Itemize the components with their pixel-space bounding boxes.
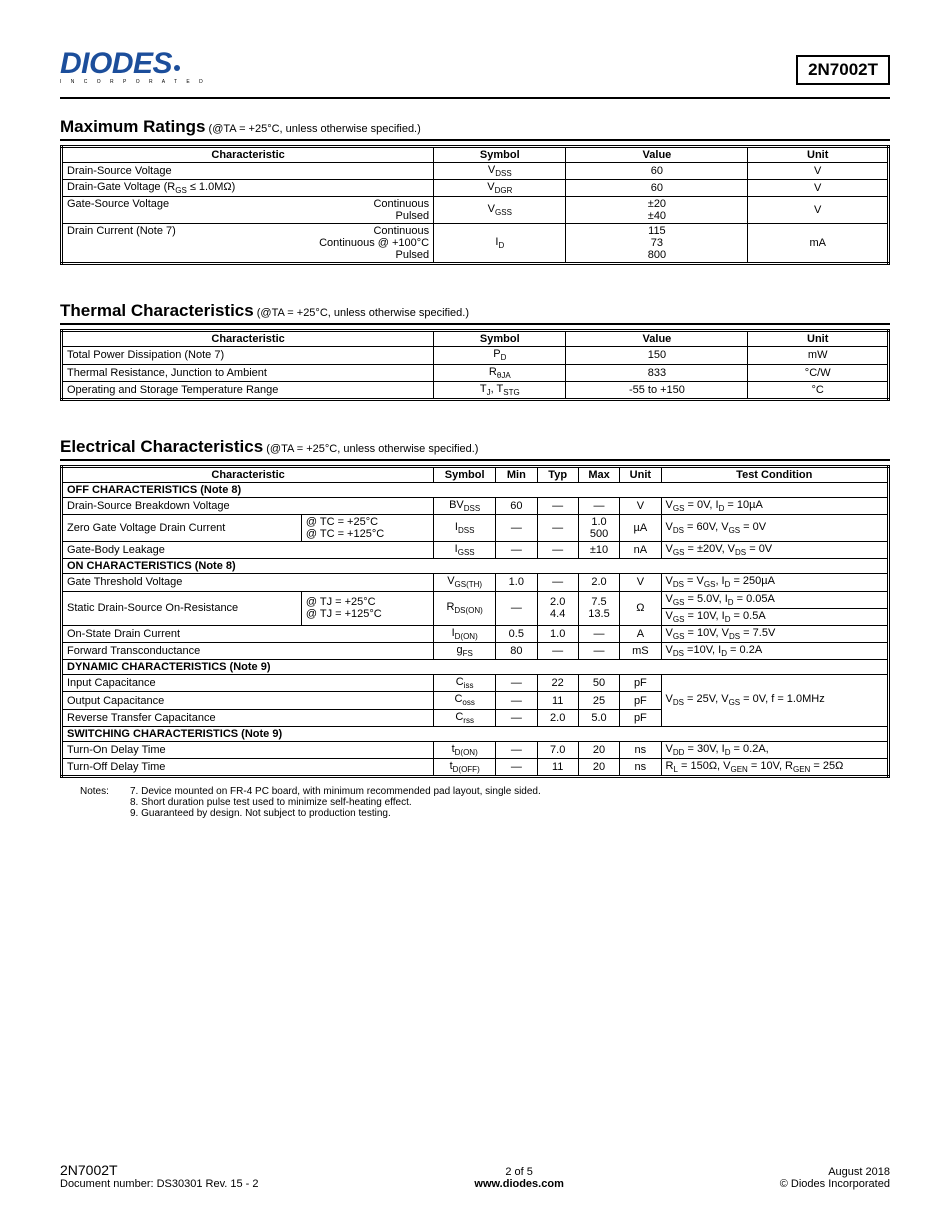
- notes-block: Notes:7. Device mounted on FR-4 PC board…: [80, 786, 890, 819]
- page-header: DIODES I N C O R P O R A T E D 2N7002T: [60, 50, 890, 85]
- table-electrical: CharacteristicSymbolMinTypMaxUnitTest Co…: [60, 465, 890, 778]
- max-title: Maximum Ratings: [60, 117, 205, 136]
- table-thermal: CharacteristicSymbolValueUnit Total Powe…: [60, 329, 890, 401]
- footer-right: August 2018 © Diodes Incorporated: [780, 1166, 890, 1190]
- header-rule: [60, 97, 890, 99]
- table-max-ratings: CharacteristicSymbolValueUnit Drain-Sour…: [60, 145, 890, 265]
- section-electrical: Electrical Characteristics (@TA = +25°C,…: [60, 437, 890, 819]
- page-footer: 2N7002T Document number: DS30301 Rev. 15…: [60, 1162, 890, 1190]
- therm-cond: (@TA = +25°C, unless otherwise specified…: [257, 307, 469, 319]
- logo: DIODES I N C O R P O R A T E D: [60, 50, 207, 85]
- logo-subtext: I N C O R P O R A T E D: [60, 79, 207, 85]
- section-max-ratings: Maximum Ratings (@TA = +25°C, unless oth…: [60, 117, 890, 265]
- elec-cond: (@TA = +25°C, unless otherwise specified…: [266, 443, 478, 455]
- therm-title: Thermal Characteristics: [60, 301, 254, 320]
- section-thermal: Thermal Characteristics (@TA = +25°C, un…: [60, 301, 890, 401]
- elec-title: Electrical Characteristics: [60, 437, 263, 456]
- part-number-box: 2N7002T: [796, 55, 890, 85]
- footer-left: 2N7002T Document number: DS30301 Rev. 15…: [60, 1162, 259, 1190]
- footer-mid: 2 of 5 www.diodes.com: [474, 1166, 563, 1190]
- max-cond: (@TA = +25°C, unless otherwise specified…: [209, 123, 421, 135]
